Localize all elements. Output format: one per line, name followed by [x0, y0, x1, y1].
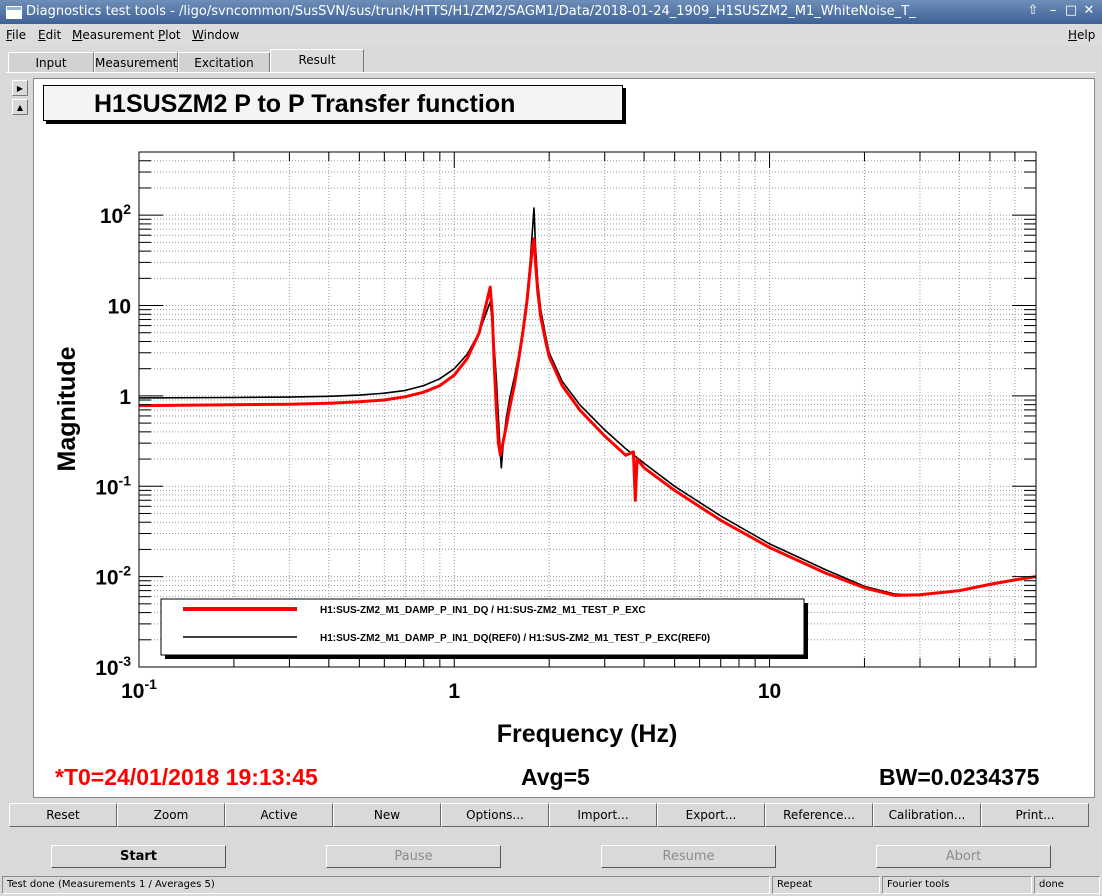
export-button[interactable]: Export... — [657, 803, 765, 827]
status-message: Test done (Measurements 1 / Averages 5) — [2, 876, 770, 894]
menu-window-mnemonic: W — [192, 28, 204, 42]
status-repeat: Repeat — [772, 876, 880, 894]
print-button[interactable]: Print... — [981, 803, 1089, 827]
menu-edit[interactable]: Edit — [38, 28, 61, 42]
grid — [139, 152, 1036, 667]
shade-up-icon[interactable]: ⇧ — [1027, 3, 1039, 18]
options-button[interactable]: Options... — [441, 803, 549, 827]
new-button[interactable]: New — [333, 803, 441, 827]
y-tick-label: 10-2 — [95, 563, 131, 590]
tick-marks — [138, 151, 1037, 668]
collapse-up-icon[interactable]: ▲ — [12, 99, 28, 115]
t0-readout: *T0=24/01/2018 19:13:45 — [55, 764, 318, 790]
expand-right-icon[interactable]: ▶ — [12, 80, 28, 96]
y-tick-label: 10 — [108, 296, 131, 319]
menu-measurement-mnemonic: M — [72, 28, 83, 42]
result-tab-panel — [6, 72, 1096, 801]
legend-label-1: H1:SUS-ZM2_M1_DAMP_P_IN1_DQ(REF0) / H1:S… — [320, 633, 710, 644]
avg-readout: Avg=5 — [521, 764, 590, 790]
x-tick-label: 1 — [448, 680, 460, 703]
tab-result[interactable]: Result — [270, 49, 364, 72]
menubar: File Edit Measurement Plot Window Help — [0, 24, 1102, 46]
calibration-button[interactable]: Calibration... — [873, 803, 981, 827]
legend-label-0: H1:SUS-ZM2_M1_DAMP_P_IN1_DQ / H1:SUS-ZM2… — [320, 605, 646, 616]
zoom-button[interactable]: Zoom — [117, 803, 225, 827]
legend: H1:SUS-ZM2_M1_DAMP_P_IN1_DQ / H1:SUS-ZM2… — [160, 598, 808, 659]
x-tick-label: 10 — [758, 680, 781, 703]
abort-button[interactable]: Abort — [876, 845, 1051, 868]
tab-excitation[interactable]: Excitation — [178, 52, 270, 72]
menu-help-rest: elp — [1077, 28, 1096, 42]
active-button[interactable]: Active — [225, 803, 333, 827]
tab-input[interactable]: Input — [8, 52, 94, 72]
menu-edit-rest: dit — [45, 28, 62, 42]
menu-measurement[interactable]: Measurement — [72, 28, 154, 42]
start-button[interactable]: Start — [51, 845, 226, 868]
menu-file-mnemonic: F — [6, 28, 13, 42]
y-tick-label: 10-3 — [95, 653, 131, 680]
statusbar: Test done (Measurements 1 / Averages 5) … — [0, 874, 1102, 896]
menu-help-mnemonic: H — [1068, 28, 1078, 42]
series-layer — [138, 207, 1037, 597]
plot-canvas[interactable] — [33, 78, 1095, 798]
window-titlebar: Diagnostics test tools - /ligo/svncommon… — [0, 0, 1102, 24]
plot-title: H1SUSZM2 P to P Transfer function — [43, 85, 623, 121]
tick-labels: 10-1 1 10 10-3 10-2 10-1 1 10 102 — [95, 201, 781, 703]
y-tick-label: 102 — [100, 201, 131, 228]
menu-file-rest: ile — [12, 28, 27, 42]
series-line-0 — [138, 237, 1037, 597]
menu-help[interactable]: Help — [1068, 28, 1095, 42]
resume-button[interactable]: Resume — [601, 845, 776, 868]
import-button[interactable]: Import... — [549, 803, 657, 827]
pause-button[interactable]: Pause — [326, 845, 501, 868]
menu-edit-mnemonic: E — [38, 28, 46, 42]
menu-window[interactable]: Window — [192, 28, 239, 42]
menu-plot[interactable]: Plot — [158, 28, 181, 42]
x-axis-title: Frequency (Hz) — [497, 720, 678, 748]
menu-plot-mnemonic: P — [158, 28, 166, 42]
status-tool: Fourier tools — [882, 876, 1032, 894]
status-state: done — [1034, 876, 1100, 894]
y-tick-label: 10-1 — [95, 472, 131, 499]
y-axis-title: Magnitude — [53, 346, 81, 471]
maximize-icon[interactable]: □ — [1064, 3, 1078, 18]
menu-file[interactable]: File — [6, 28, 26, 42]
window-title: Diagnostics test tools - /ligo/svncommon… — [26, 4, 916, 19]
close-icon[interactable]: ✕ — [1083, 3, 1095, 18]
menu-plot-rest: lot — [165, 28, 181, 42]
menu-measurement-rest: easurement — [82, 28, 155, 42]
x-tick-label: 10-1 — [121, 676, 157, 703]
minimize-icon[interactable]: – — [1049, 3, 1057, 18]
bandwidth-readout: BW=0.0234375 — [879, 764, 1040, 790]
app-window-icon — [6, 6, 22, 19]
menu-window-rest: indow — [203, 28, 240, 42]
reset-button[interactable]: Reset — [9, 803, 117, 827]
reference-button[interactable]: Reference... — [765, 803, 873, 827]
y-tick-label: 1 — [119, 386, 131, 409]
tab-measurement[interactable]: Measurement — [94, 52, 178, 72]
